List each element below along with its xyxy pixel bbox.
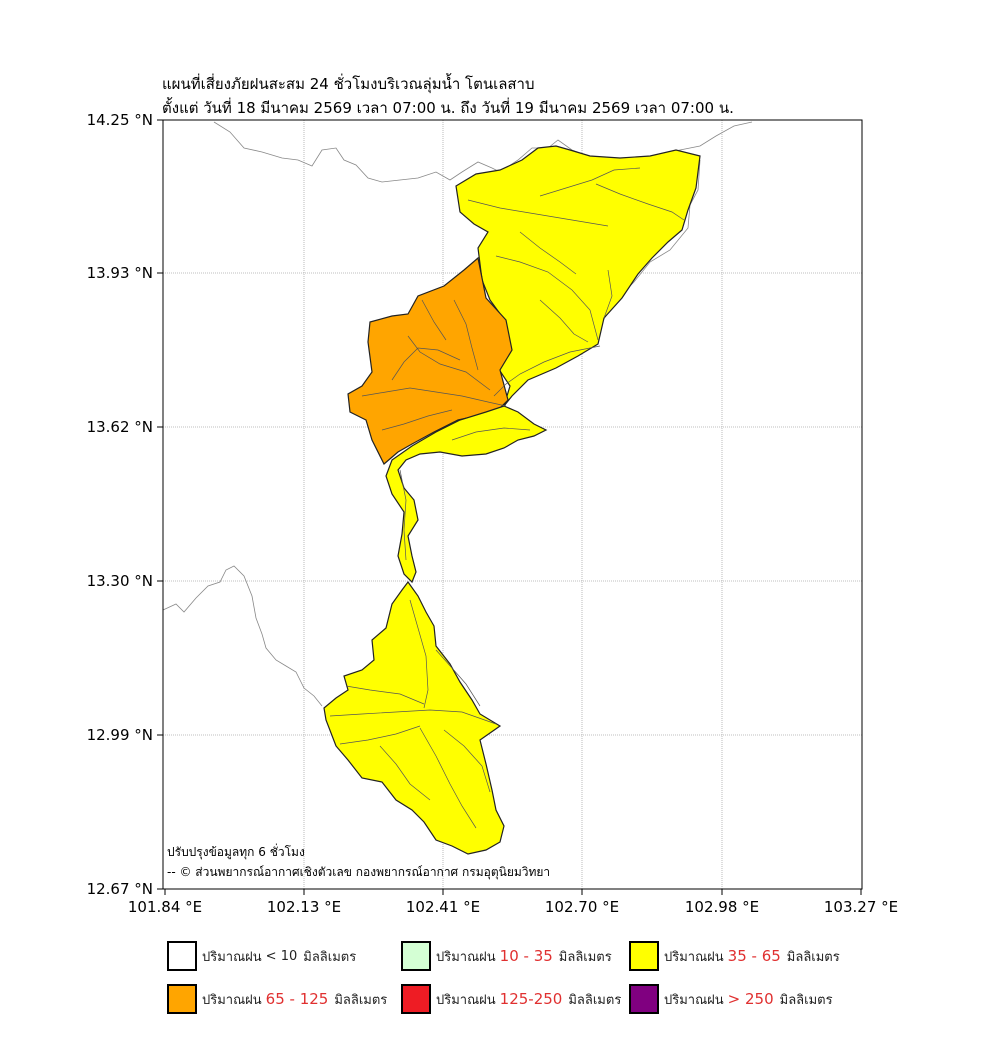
river: [391, 347, 461, 381]
legend-unit: มิลลิเมตร: [786, 949, 840, 965]
border-southwest: [162, 565, 323, 707]
river: [435, 649, 481, 707]
legend-item: ปริมาณฝน 10 - 35 มิลลิเมตร: [401, 939, 612, 973]
lat-label: 12.67 °N: [87, 880, 153, 898]
basin-regions: [323, 145, 701, 855]
river: [451, 427, 531, 441]
region-west-subbasin: [347, 256, 513, 465]
river: [453, 299, 479, 371]
legend-prefix: ปริมาณฝน: [202, 992, 262, 1008]
legend-item: ปริมาณฝน 35 - 65 มิลลิเมตร: [629, 939, 840, 973]
river: [409, 599, 429, 709]
legend-unit: มิลลิเมตร: [568, 992, 622, 1008]
legend-range: 125-250: [499, 990, 563, 1008]
legend-swatch: [401, 984, 431, 1014]
lon-label: 101.84 °E: [128, 898, 202, 916]
river: [421, 299, 447, 341]
lat-label: 13.62 °N: [87, 418, 153, 436]
legend-item: ปริมาณฝน > 250 มิลลิเมตร: [629, 982, 833, 1016]
credit-note: -- © ส่วนพยากรณ์อากาศเชิงตัวเลข กองพยากร…: [167, 865, 550, 880]
river: [519, 231, 577, 275]
river: [399, 469, 407, 561]
legend-range: > 250: [727, 990, 774, 1008]
lon-label: 102.13 °E: [267, 898, 341, 916]
map-subtitle: ตั้งแต่ วันที่ 18 มีนาคม 2569 เวลา 07:00…: [162, 99, 734, 117]
river: [345, 685, 425, 705]
river: [379, 745, 431, 801]
legend: ปริมาณฝน < 10 มิลลิเมตร ปริมาณฝน 10 - 35…: [165, 937, 885, 1022]
legend-prefix: ปริมาณฝน: [664, 949, 724, 965]
legend-unit: มิลลิเมตร: [303, 949, 357, 965]
river: [467, 199, 609, 227]
river: [419, 727, 477, 829]
legend-range: 35 - 65: [727, 947, 781, 965]
river: [339, 725, 421, 745]
legend-item: ปริมาณฝน 65 - 125 มิลลิเมตร: [167, 982, 387, 1016]
legend-swatch: [167, 941, 197, 971]
lon-label: 102.98 °E: [685, 898, 759, 916]
river: [381, 409, 453, 431]
axis-ticks: [157, 119, 862, 895]
river: [493, 345, 601, 397]
river: [329, 709, 497, 725]
map-figure: 14.25 °N 13.93 °N 13.62 °N 13.30 °N 12.9…: [87, 111, 899, 916]
legend-prefix: ปริมาณฝน: [202, 949, 262, 965]
lon-label: 102.41 °E: [406, 898, 480, 916]
lat-label: 13.93 °N: [87, 264, 153, 282]
legend-swatch: [167, 984, 197, 1014]
river: [539, 299, 589, 343]
update-note: ปรับปรุงข้อมูลทุก 6 ชั่วโมง: [167, 843, 305, 860]
river: [443, 729, 491, 793]
map-frame: [162, 119, 863, 890]
river: [407, 335, 491, 391]
river: [361, 387, 507, 407]
legend-unit: มิลลิเมตร: [334, 992, 388, 1008]
river: [495, 255, 599, 341]
legend-item: ปริมาณฝน < 10 มิลลิเมตร: [167, 939, 356, 973]
gridlines: [163, 120, 862, 889]
legend-prefix: ปริมาณฝน: [436, 949, 496, 965]
river: [595, 183, 685, 221]
region-corridor-subbasin: [385, 405, 548, 584]
legend-range: 65 - 125: [265, 990, 329, 1008]
lon-label: 102.70 °E: [545, 898, 619, 916]
lat-label: 12.99 °N: [87, 726, 153, 744]
lat-label: 14.25 °N: [87, 111, 153, 129]
lat-label: 13.30 °N: [87, 572, 153, 590]
legend-unit: มิลลิเมตร: [558, 949, 612, 965]
legend-swatch: [629, 984, 659, 1014]
map-title: แผนที่เสี่ยงภัยฝนสะสม 24 ชั่วโมงบริเวณลุ…: [162, 75, 535, 93]
lon-label: 103.27 °E: [824, 898, 898, 916]
legend-unit: มิลลิเมตร: [779, 992, 833, 1008]
legend-range: < 10: [265, 948, 298, 964]
river: [539, 167, 641, 197]
river-network: [329, 167, 685, 829]
legend-range: 10 - 35: [499, 947, 553, 965]
legend-swatch: [629, 941, 659, 971]
legend-prefix: ปริมาณฝน: [436, 992, 496, 1008]
region-south-subbasin: [323, 580, 505, 855]
legend-prefix: ปริมาณฝน: [664, 992, 724, 1008]
river: [603, 269, 613, 319]
legend-swatch: [401, 941, 431, 971]
legend-item: ปริมาณฝน 125-250 มิลลิเมตร: [401, 982, 621, 1016]
